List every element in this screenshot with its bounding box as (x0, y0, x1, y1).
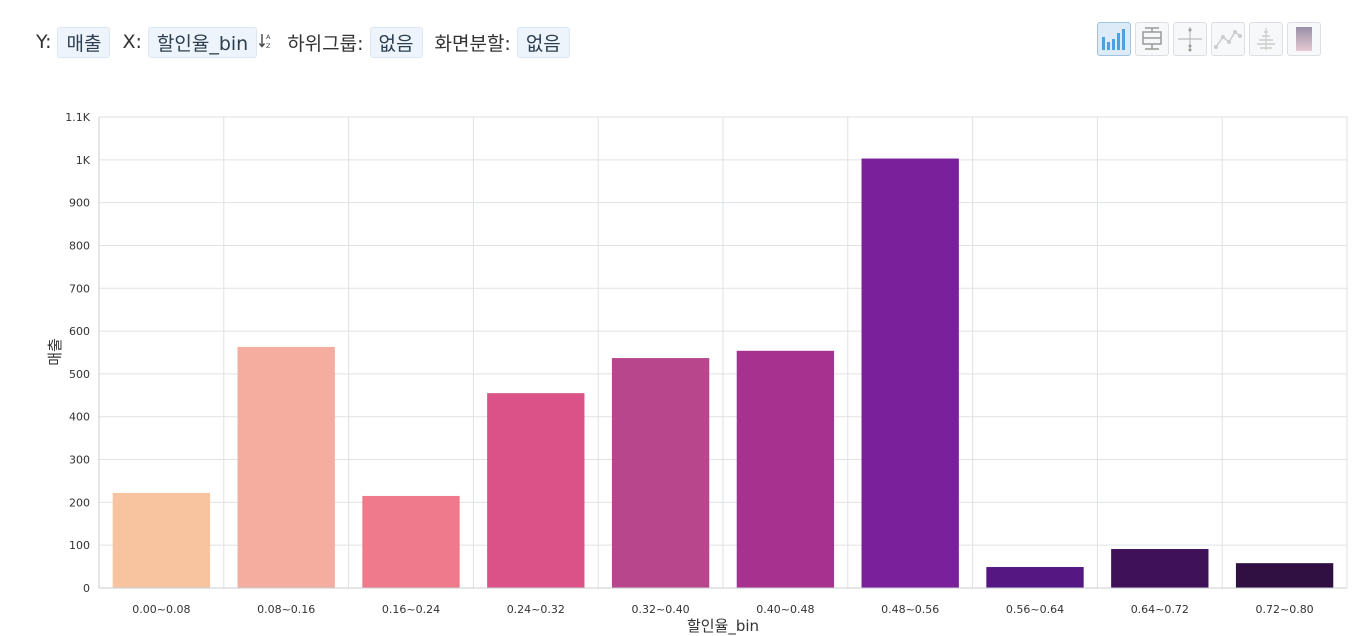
bar-chart-button[interactable] (1097, 22, 1131, 56)
y-tick-label: 700 (69, 282, 90, 295)
sort-icon[interactable]: A Z (259, 32, 273, 53)
bar[interactable] (736, 350, 835, 588)
line-chart-button[interactable] (1211, 22, 1245, 56)
bar[interactable] (1111, 549, 1209, 588)
x-axis-label: X: (122, 31, 142, 53)
distribution-button[interactable] (1249, 22, 1283, 56)
y-tick-label: 1K (76, 154, 91, 167)
svg-text:A: A (266, 33, 271, 41)
chart-type-toolbar (1097, 22, 1321, 56)
scatter-icon (1178, 27, 1202, 52)
bar[interactable] (861, 158, 959, 588)
box-plot-button[interactable] (1135, 22, 1169, 56)
bar[interactable] (362, 495, 460, 588)
x-axis-title: 할인율_bin (687, 617, 759, 636)
chart-controls: Y: 매출 X: 할인율_bin A Z 하위그룹: 없음 화면분할: 없음 (36, 26, 582, 58)
bar[interactable] (112, 492, 211, 588)
y-tick-label: 600 (69, 325, 90, 338)
bars (112, 158, 1334, 588)
distribution-icon (1257, 28, 1275, 50)
box-plot-icon (1142, 27, 1162, 50)
y-tick-label: 1.1K (65, 111, 90, 124)
x-tick-label: 0.32~0.40 (631, 603, 689, 616)
y-axis-title: 매출 (46, 338, 64, 366)
heatmap-icon (1296, 27, 1312, 51)
axes: 0 100 200 300 400 500 600 700 800 900 1K 1.1K 0.00~0… (65, 111, 1347, 616)
subgroup-selector[interactable]: 없음 (369, 26, 423, 58)
x-tick-label: 0.40~0.48 (756, 603, 814, 616)
x-tick-label: 0.16~0.24 (382, 603, 440, 616)
y-tick-label: 500 (69, 368, 90, 381)
x-tick-label: 0.48~0.56 (881, 603, 939, 616)
x-tick-label: 0.72~0.80 (1255, 603, 1313, 616)
svg-text:Z: Z (266, 42, 271, 50)
y-tick-label: 900 (69, 197, 90, 210)
y-tick-label: 0 (83, 582, 90, 595)
y-axis-label: Y: (36, 31, 52, 53)
scatter-button[interactable] (1173, 22, 1207, 56)
y-tick-label: 300 (69, 454, 90, 467)
bar[interactable] (237, 346, 335, 588)
bar-chart-icon (1102, 29, 1125, 50)
x-tick-label: 0.24~0.32 (507, 603, 565, 616)
y-tick-label: 100 (69, 539, 90, 552)
x-tick-label: 0.00~0.08 (132, 603, 190, 616)
bar[interactable] (487, 393, 585, 588)
split-label: 화면분할: (434, 32, 511, 55)
x-tick-label: 0.56~0.64 (1006, 603, 1064, 616)
y-tick-label: 200 (69, 496, 90, 509)
x-tick-label: 0.64~0.72 (1131, 603, 1189, 616)
heatmap-button[interactable] (1287, 22, 1321, 56)
y-tick-label: 800 (69, 239, 90, 252)
bar[interactable] (611, 358, 710, 588)
bar[interactable] (1235, 563, 1334, 588)
x-axis-selector[interactable]: 할인율_bin (147, 26, 258, 58)
split-selector[interactable]: 없음 (516, 26, 570, 58)
bar[interactable] (986, 567, 1084, 588)
y-axis-selector[interactable]: 매출 (57, 26, 111, 58)
line-chart-icon (1214, 30, 1242, 49)
y-tick-label: 400 (69, 411, 90, 424)
x-tick-label: 0.08~0.16 (257, 603, 315, 616)
subgroup-label: 하위그룹: (287, 32, 364, 55)
